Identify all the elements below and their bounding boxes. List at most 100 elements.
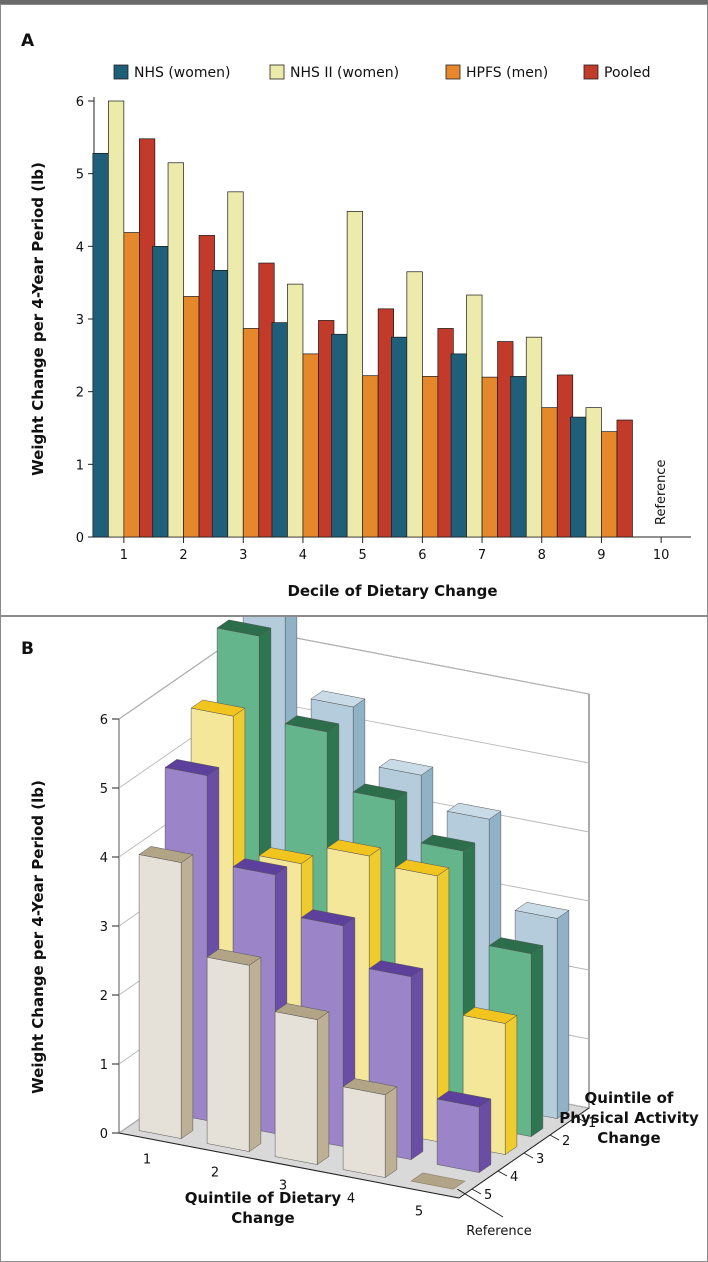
- legend-label-0: NHS (women): [134, 65, 230, 81]
- bar3d-top-2-4: [462, 1007, 518, 1024]
- bar3d-top-3-4: [488, 937, 544, 954]
- bar-0-1: [152, 245, 169, 538]
- bar-1-5: [406, 271, 423, 538]
- y-tick-label-b-1: 2: [562, 1134, 570, 1149]
- z-tick-label-5: 5: [100, 782, 108, 797]
- bar3d-side-0-0: [180, 854, 194, 1140]
- x-tick-label-b-1: 2: [211, 1166, 219, 1181]
- x-tick-label-7: 8: [538, 548, 546, 563]
- x-tick-label-b-3: 4: [347, 1192, 355, 1207]
- reference-cell-0-4: [410, 1172, 466, 1190]
- reference-label-a: Reference: [654, 460, 669, 525]
- bar3d-chart-b: 0 1 2 3 4 5 6 1 2 3 4 5 1 2 3 4 5 Reference Weight Change …: [29, 617, 699, 1239]
- bar-0-8: [570, 416, 587, 538]
- z-tick-label-1: 1: [100, 1058, 108, 1073]
- bar3d-top-1-1: [232, 858, 288, 876]
- bar3d-top-3-3: [420, 834, 476, 852]
- bar-2-3: [302, 353, 319, 538]
- bar-1-1: [167, 162, 184, 538]
- y-tick-b-3: [497, 1170, 508, 1177]
- x-tick-label-1: 2: [179, 548, 187, 563]
- z-tick-label-0: 0: [100, 1127, 108, 1142]
- legend-label-2: HPFS (men): [466, 65, 548, 81]
- bar3d-side-0-2: [316, 1011, 330, 1166]
- bar3d-top-1-2: [300, 909, 356, 927]
- x-axis-title-b-line1: Quintile of Dietary: [185, 1189, 342, 1207]
- bar-0-0: [92, 152, 109, 538]
- legend-swatch-1: [269, 64, 285, 80]
- bar3d-side-0-3: [384, 1086, 398, 1179]
- x-tick-label-b-4: 5: [415, 1205, 423, 1220]
- legend-swatch-3: [583, 64, 599, 80]
- bar-0-5: [391, 336, 408, 538]
- y-tick-label-b-2: 3: [536, 1152, 544, 1167]
- x-tick-label-4: 5: [359, 548, 367, 563]
- bar3d-side-0-1: [248, 956, 262, 1153]
- bar-0-6: [450, 353, 467, 538]
- bar3d-front-0-2: [274, 1011, 318, 1165]
- x-tick-label-b-2: 3: [279, 1179, 287, 1194]
- bar3d-front-1-4: [436, 1098, 480, 1173]
- bar-2-5: [422, 376, 439, 538]
- bar-2-7: [541, 407, 558, 538]
- y-tick-label-4: 4: [76, 240, 84, 255]
- x-tick-label-8: 9: [597, 548, 605, 563]
- reference-label-b: Reference: [466, 1224, 531, 1239]
- y-axis-title-b-line2: Physical Activity: [559, 1109, 699, 1127]
- bar3d-top-4-1: [310, 690, 366, 708]
- y-tick-label-3: 3: [76, 313, 84, 328]
- y-tick-label-1: 1: [76, 458, 84, 473]
- legend-label-3: Pooled: [604, 65, 650, 81]
- bar3d-side-1-3: [410, 968, 424, 1161]
- bar3d-top-3-0: [216, 619, 272, 637]
- y-tick-b-1: [549, 1134, 560, 1141]
- panel-a-letter: A: [21, 31, 35, 51]
- bar-0-2: [211, 269, 229, 538]
- bar3d-side-2-4: [504, 1014, 518, 1156]
- bar-1-3: [287, 283, 304, 538]
- x-tick-label-b-0: 1: [143, 1153, 151, 1168]
- bar3d-top-2-2: [326, 839, 382, 857]
- x-axis-title: Decile of Dietary Change: [287, 582, 497, 600]
- bar3d-top-0-1: [206, 948, 262, 966]
- bar-1-6: [466, 294, 483, 538]
- panel-b-letter: B: [21, 639, 34, 659]
- x-tick-label-6: 7: [478, 548, 486, 563]
- bar3d-top-3-2: [352, 783, 408, 801]
- panel-b: B 0 1 2 3 4 5 6 1 2 3 4 5 1 2 3 4 5 Reference Weight Chang…: [0, 616, 708, 1262]
- bar3d-side-1-4: [478, 1098, 492, 1174]
- bar-0-7: [510, 376, 527, 538]
- bar3d-top-0-2: [274, 1003, 330, 1020]
- z-axis-title-b: Weight Change per 4-Year Period (lb): [29, 780, 47, 1094]
- bar3d-top-0-3: [342, 1078, 398, 1096]
- legend-swatch-0: [113, 64, 129, 80]
- bar3d-top-4-2: [378, 758, 434, 776]
- bar-2-0: [123, 232, 140, 538]
- reference-leader-b: [457, 1188, 504, 1218]
- legend-swatch-2: [445, 64, 461, 80]
- y-tick-label-0: 0: [76, 531, 84, 546]
- y-tick-label-b-0: 1: [588, 1116, 596, 1131]
- x-tick-label-9: 10: [653, 548, 670, 563]
- bar-0-3: [271, 322, 288, 538]
- bar-2-2: [242, 328, 260, 538]
- y-tick-label-5: 5: [76, 168, 84, 183]
- legend-label-1: NHS II (women): [290, 65, 399, 81]
- bar3d-top-2-0: [190, 699, 246, 717]
- bar-2-8: [601, 431, 618, 538]
- z-tick-label-3: 3: [100, 920, 108, 935]
- bar-1-7: [525, 336, 543, 538]
- z-tick-label-6: 6: [100, 713, 108, 728]
- y-tick-label-b-3: 4: [510, 1170, 518, 1185]
- z-tick-label-4: 4: [100, 851, 108, 866]
- y-tick-label-2: 2: [76, 386, 84, 401]
- y-axis-title: Weight Change per 4-Year Period (lb): [29, 162, 47, 476]
- bar3d-top-4-3: [446, 802, 502, 820]
- bar3d-side-3-4: [530, 945, 544, 1138]
- y-axis-title-b-line1: Quintile of: [585, 1089, 674, 1107]
- bar-3-8: [616, 419, 633, 538]
- y-tick-b-2: [523, 1152, 534, 1159]
- bar-chart-a: NHS (women) NHS II (women) HPFS (men) Poole…: [29, 64, 691, 600]
- top-rule: [0, 0, 708, 4]
- bar-2-4: [362, 375, 379, 538]
